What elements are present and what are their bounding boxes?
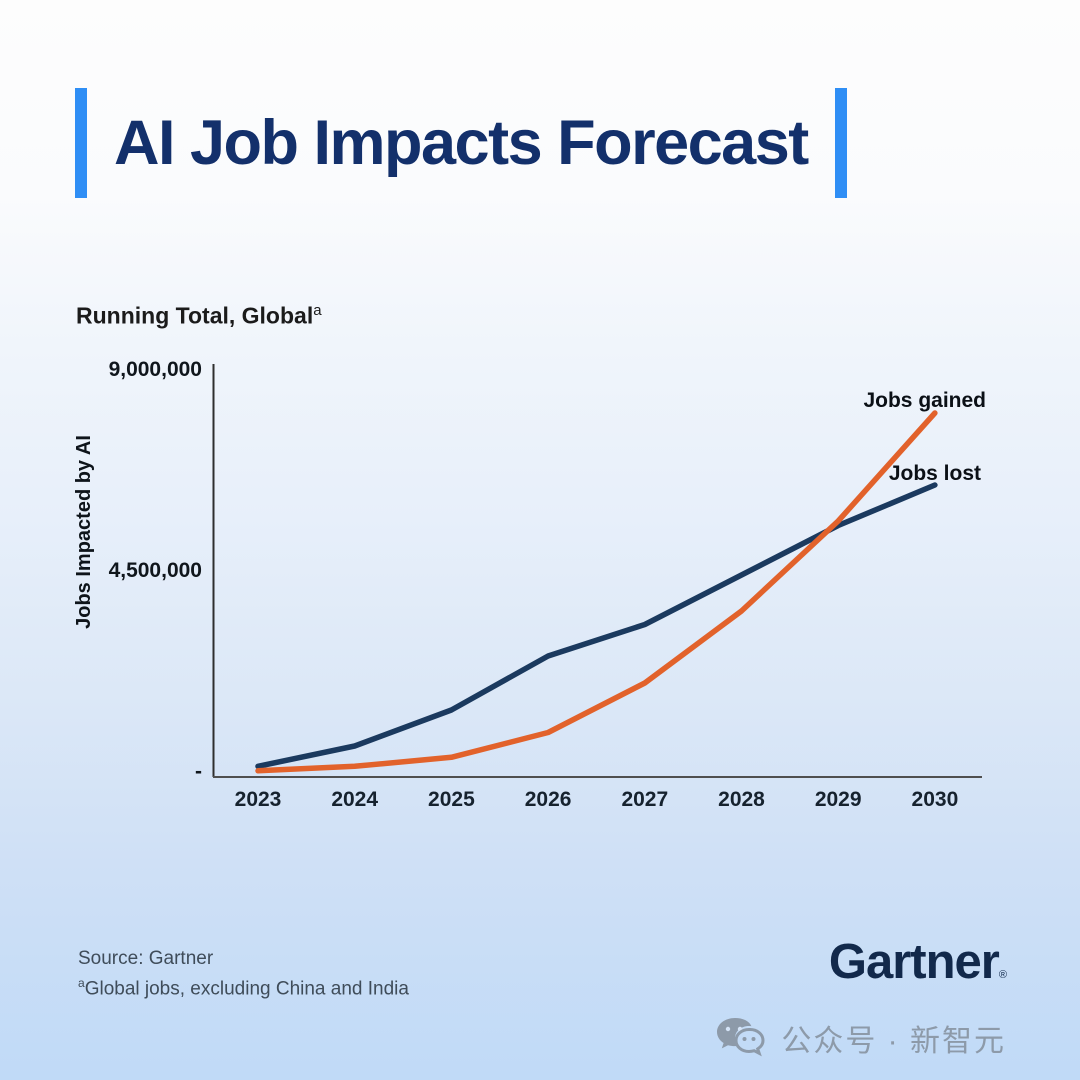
gartner-logo: Gartner® [829, 934, 1007, 990]
footnote-line: aGlobal jobs, excluding China and India [78, 971, 409, 1001]
x-tick-2027: 2027 [621, 788, 668, 811]
y-tick-4500000: 4,500,000 [109, 559, 202, 582]
header: AI Job Impacts Forecast [75, 88, 847, 198]
x-tick-2024: 2024 [331, 788, 378, 811]
title-accent-bar-right [834, 88, 847, 198]
watermark-text: 公众号 · 新智元 [781, 1025, 1006, 1058]
x-tick-2030: 2030 [912, 788, 959, 811]
watermark: 公众号 · 新智元 [715, 1016, 1006, 1060]
y-tick-zero: - [195, 760, 202, 783]
x-tick-2023: 2023 [235, 788, 282, 811]
series-label-jobs-gained: Jobs gained [863, 389, 986, 412]
y-axis-title: Jobs Impacted by AI [73, 435, 95, 629]
footer-notes: Source: Gartner aGlobal jobs, excluding … [78, 946, 409, 1001]
chart-lines [255, 410, 938, 774]
wechat-icon [717, 1018, 765, 1057]
page-title: AI Job Impacts Forecast [114, 108, 809, 178]
title-accent-bar-left [75, 88, 87, 198]
footnote-superscript: a [78, 976, 85, 990]
gartner-wordmark: Gartner [828, 935, 1000, 989]
y-tick-9000000: 9,000,000 [109, 358, 202, 381]
x-tick-2026: 2026 [525, 788, 572, 811]
registered-trademark-symbol: ® [998, 969, 1007, 981]
footnote-text: Global jobs, excluding China and India [84, 978, 409, 1000]
chart-subtitle-superscript: a [313, 302, 322, 319]
x-tick-2029: 2029 [815, 788, 862, 811]
chart-subtitle: Running Total, Globala [76, 302, 322, 330]
line-jobs-gained [255, 410, 938, 774]
x-tick-2025: 2025 [428, 788, 475, 811]
x-tick-2028: 2028 [718, 788, 765, 811]
chart-subtitle-text: Running Total, Global [76, 302, 314, 329]
series-label-jobs-lost: Jobs lost [889, 462, 981, 485]
chart-svg: 9,000,000 4,500,000 - Jobs Impacted by A… [73, 358, 986, 811]
source-line: Source: Gartner [78, 948, 214, 969]
x-axis-labels: 2023 2024 2025 2026 2027 2028 2029 2030 [235, 788, 959, 811]
